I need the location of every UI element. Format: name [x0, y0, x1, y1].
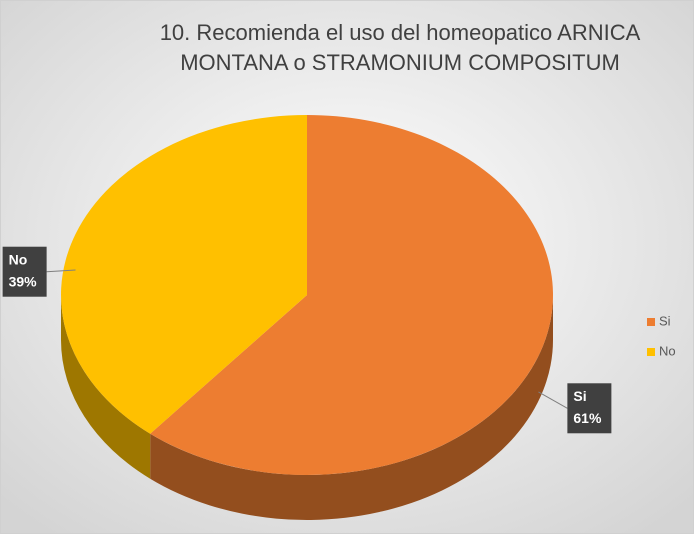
- slice-side: [61, 295, 151, 479]
- slice-side: [150, 295, 553, 520]
- data-label-value: 61%: [573, 410, 602, 426]
- legend-label: Si: [659, 313, 671, 328]
- legend-label: No: [659, 343, 676, 358]
- legend-swatch: [647, 318, 655, 326]
- slice: [150, 115, 553, 475]
- leader-line: [46, 269, 76, 273]
- legend-swatch: [647, 348, 655, 356]
- data-label-box: [567, 383, 612, 434]
- data-label-category: Si: [573, 388, 586, 404]
- leader-line: [538, 391, 568, 409]
- data-label-value: 39%: [9, 273, 38, 289]
- data-label-box: [2, 246, 47, 297]
- chart-title: MONTANA o STRAMONIUM COMPOSITUM: [180, 50, 620, 75]
- slice: [60, 115, 307, 434]
- plot-area: Si 61% No 39% Si No: [2, 115, 676, 520]
- chart-title: 10. Recomienda el uso del homeopatico AR…: [160, 20, 641, 45]
- data-label-category: No: [9, 251, 28, 267]
